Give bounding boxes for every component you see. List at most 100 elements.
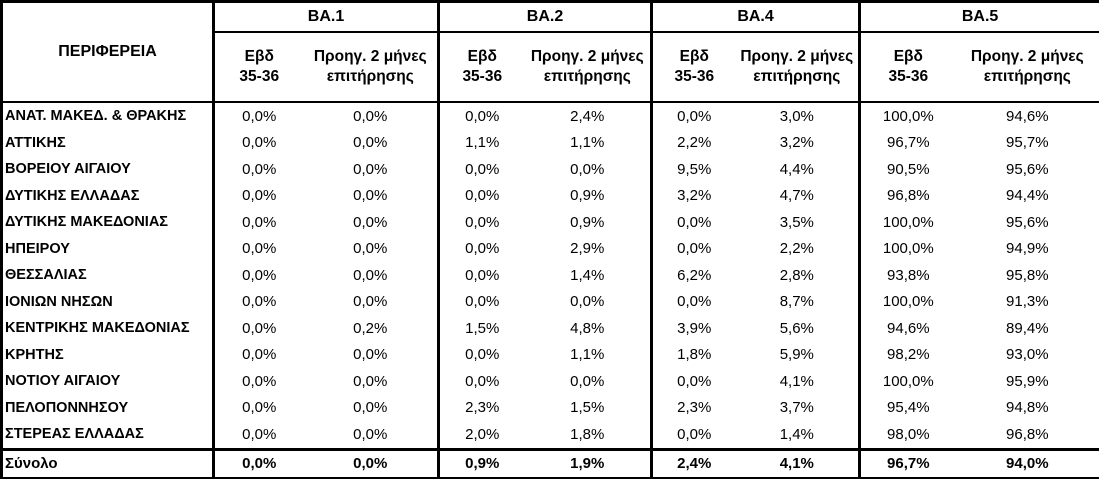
value-cell: 94,9% — [1006, 240, 1049, 258]
value-cell: 0,0% — [242, 293, 277, 311]
value-cell: 2,0% — [465, 425, 500, 443]
value-cell: 0,0% — [303, 156, 441, 183]
value-cell: 0,0% — [303, 368, 441, 395]
value-cell: 3,9% — [677, 319, 712, 337]
region-name: ΒΟΡΕΙΟΥ ΑΙΓΑΙΟΥ — [1, 156, 215, 183]
value-cell: 0,0% — [465, 346, 500, 364]
value-cell: 0,0% — [465, 107, 500, 125]
value-cell: 3,2% — [677, 187, 712, 205]
value-cell: 0,0% — [677, 293, 712, 311]
region-row: ΔΥΤΙΚΗΣ ΕΛΛΑΔΑΣ 0,0% 0,0% 0,0% 0,9% 3,2% 4,7% 9… — [1, 182, 1099, 209]
value-cell: 0,0% — [303, 129, 441, 156]
value-cell: 90,5% — [887, 160, 930, 178]
total-value-cell: 96,7% — [859, 447, 956, 478]
value-cell: 89,4% — [1006, 319, 1049, 337]
sub-header-row: Εβδ 35-36 Προηγ. 2 μήνες επιτήρησης Εβδ … — [2, 32, 1099, 103]
value-cell: 1,1% — [524, 341, 654, 368]
region-name: ΙΟΝΙΩΝ ΝΗΣΩΝ — [1, 288, 215, 315]
value-cell: 0,9% — [524, 209, 654, 236]
value-cell: 1,5% — [524, 394, 654, 421]
value-cell: 1,5% — [465, 319, 500, 337]
region-row: ΚΕΝΤΡΙΚΗΣ ΜΑΚΕΔΟΝΙΑΣ 0,0% 0,2% 1,5% 4,8% 3,9%… — [1, 315, 1099, 342]
region-name: ΔΥΤΙΚΗΣ ΕΛΛΑΔΑΣ — [1, 182, 215, 209]
value-cell: 0,2% — [303, 315, 441, 342]
value-cell: 0,0% — [465, 266, 500, 284]
value-cell: 95,8% — [1006, 266, 1049, 284]
subheader-ba5-prev2months: Προηγ. 2 μήνες επιτήρησης — [955, 32, 1099, 103]
value-cell: 6,2% — [677, 266, 712, 284]
region-row: ΠΕΛΟΠΟΝΝΗΣΟΥ 0,0% 0,0% 2,3% 1,5% 2,3% 3,7% 95,4… — [1, 394, 1099, 421]
value-cell: 0,0% — [524, 156, 654, 183]
region-name: ΘΕΣΣΑΛΙΑΣ — [1, 262, 215, 289]
total-value-cell: 1,9% — [524, 447, 654, 478]
total-value-cell: 2,4% — [651, 447, 736, 478]
value-cell: 93,0% — [1006, 346, 1049, 364]
value-cell: 0,0% — [242, 372, 277, 390]
value-cell: 0,0% — [677, 213, 712, 231]
value-cell: 0,0% — [242, 240, 277, 258]
region-row: ΣΤΕΡΕΑΣ ΕΛΛΑΔΑΣ 0,0% 0,0% 2,0% 1,8% 0,0% 1,4% 9… — [1, 421, 1099, 449]
value-cell: 95,6% — [1006, 213, 1049, 231]
value-cell: 96,8% — [887, 187, 930, 205]
value-cell: 4,7% — [735, 182, 862, 209]
value-cell: 9,5% — [677, 160, 712, 178]
value-cell: 100,0% — [882, 213, 934, 231]
value-cell: 1,1% — [465, 134, 500, 152]
table-body: ΑΝΑΤ. ΜΑΚΕΔ. & ΘΡΑΚΗΣ 0,0% 0,0% 0,0% 2,4% 0,0… — [1, 102, 1099, 449]
group-header-ba2: BA.2 — [438, 1, 654, 33]
region-row: ΒΟΡΕΙΟΥ ΑΙΓΑΙΟΥ 0,0% 0,0% 0,0% 0,0% 9,5% 4,4% 9… — [1, 156, 1099, 183]
value-cell: 0,0% — [242, 346, 277, 364]
subheader-ba4-prev2months: Προηγ. 2 μήνες επιτήρησης — [735, 32, 862, 103]
value-cell: 0,0% — [303, 182, 441, 209]
total-row: Σύνολο 0,0% 0,0% 0,9% 1,9% 2,4% 4,1% 96,… — [1, 447, 1099, 478]
value-cell: 0,0% — [465, 240, 500, 258]
value-cell: 2,2% — [677, 134, 712, 152]
value-cell: 2,9% — [524, 235, 654, 262]
region-name: ΗΠΕΙΡΟΥ — [1, 235, 215, 262]
region-row: ΘΕΣΣΑΛΙΑΣ 0,0% 0,0% 0,0% 1,4% 6,2% 2,8% 93,8% 95… — [1, 262, 1099, 289]
value-cell: 1,8% — [677, 346, 712, 364]
region-column-header: ΠΕΡΙΦΕΡΕΙΑ — [1, 1, 215, 103]
value-cell: 2,3% — [465, 399, 500, 417]
value-cell: 94,4% — [1006, 187, 1049, 205]
value-cell: 95,9% — [1006, 372, 1049, 390]
value-cell: 0,0% — [677, 372, 712, 390]
region-name: ΚΕΝΤΡΙΚΗΣ ΜΑΚΕΔΟΝΙΑΣ — [1, 315, 215, 342]
region-row: ΗΠΕΙΡΟΥ 0,0% 0,0% 0,0% 2,9% 0,0% 2,2% 100,0% 94,… — [1, 235, 1099, 262]
value-cell: 95,6% — [1006, 160, 1049, 178]
subheader-ba2-prev2months: Προηγ. 2 μήνες επιτήρησης — [524, 32, 654, 103]
value-cell: 2,3% — [677, 399, 712, 417]
value-cell: 3,0% — [735, 102, 862, 130]
value-cell: 4,4% — [735, 156, 862, 183]
value-cell: 93,8% — [887, 266, 930, 284]
region-name: ΝΟΤΙΟΥ ΑΙΓΑΙΟΥ — [1, 368, 215, 395]
group-header-ba5: BA.5 — [859, 1, 1099, 33]
value-cell: 94,6% — [887, 319, 930, 337]
value-cell: 0,0% — [524, 288, 654, 315]
value-cell: 0,0% — [303, 235, 441, 262]
value-cell: 4,8% — [524, 315, 654, 342]
value-cell: 3,7% — [735, 394, 862, 421]
value-cell: 5,9% — [735, 341, 862, 368]
value-cell: 0,0% — [242, 107, 277, 125]
value-cell: 0,9% — [524, 182, 654, 209]
value-cell: 0,0% — [242, 266, 277, 284]
value-cell: 2,4% — [524, 102, 654, 130]
value-cell: 0,0% — [303, 394, 441, 421]
region-name: ΑΤΤΙΚΗΣ — [1, 129, 215, 156]
value-cell: 0,0% — [242, 160, 277, 178]
value-cell: 0,0% — [303, 262, 441, 289]
region-row: ΑΤΤΙΚΗΣ 0,0% 0,0% 1,1% 1,1% 2,2% 3,2% 96,7% 95,7… — [1, 129, 1099, 156]
value-cell: 1,1% — [524, 129, 654, 156]
value-cell: 0,0% — [242, 134, 277, 152]
value-cell: 1,4% — [735, 421, 862, 449]
value-cell: 0,0% — [242, 399, 277, 417]
subheader-ba4-week: Εβδ 35-36 — [651, 32, 736, 103]
subheader-ba1-week: Εβδ 35-36 — [213, 32, 304, 103]
value-cell: 1,8% — [524, 421, 654, 449]
value-cell: 95,4% — [887, 399, 930, 417]
value-cell: 2,2% — [735, 235, 862, 262]
value-cell: 0,0% — [303, 421, 441, 449]
value-cell: 91,3% — [1006, 293, 1049, 311]
